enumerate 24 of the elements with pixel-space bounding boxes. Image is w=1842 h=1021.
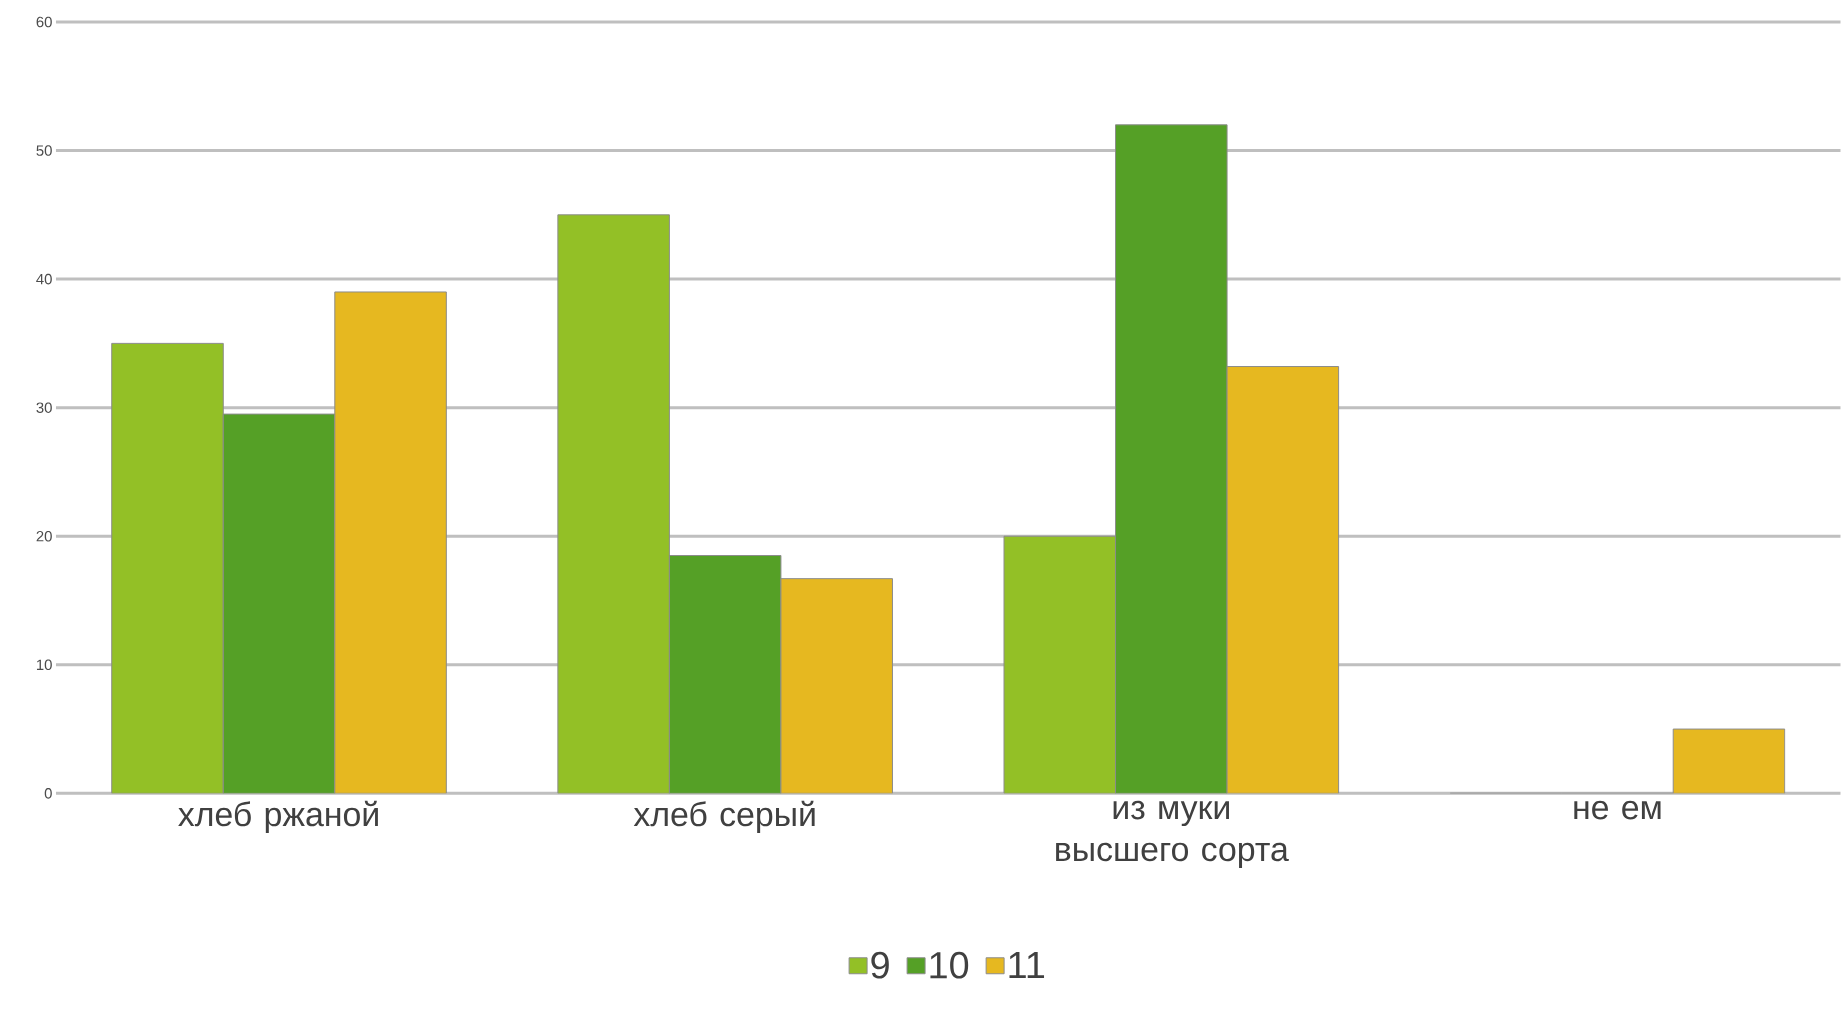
y-tick-label: 40 [36, 273, 52, 285]
y-tick-label: 60 [36, 16, 52, 28]
legend-label: 9 [871, 951, 889, 979]
bar [111, 342, 224, 794]
bar [1003, 535, 1117, 794]
x-tick-label: хлеб ржаной [178, 800, 378, 833]
y-tick-label: 10 [36, 659, 52, 670]
y-tick-label: 50 [36, 145, 52, 156]
x-tick-label: хлеб серый [633, 800, 815, 833]
bar [1226, 365, 1340, 794]
x-tick-label: не ем [1574, 800, 1661, 820]
x-tick-label: из муки высшего сорта [1056, 800, 1289, 868]
bar [1115, 124, 1228, 794]
bar [780, 578, 893, 794]
legend-label: 11 [1009, 951, 1045, 978]
y-tick-label: 30 [36, 402, 52, 413]
legend-label: 10 [930, 951, 969, 979]
y-tick-label: 20 [36, 530, 52, 542]
bar [222, 413, 336, 794]
y-tick-label: 0 [44, 787, 52, 799]
bar [1672, 728, 1786, 794]
bar [669, 555, 781, 794]
bar [557, 214, 670, 794]
bar [334, 291, 447, 794]
